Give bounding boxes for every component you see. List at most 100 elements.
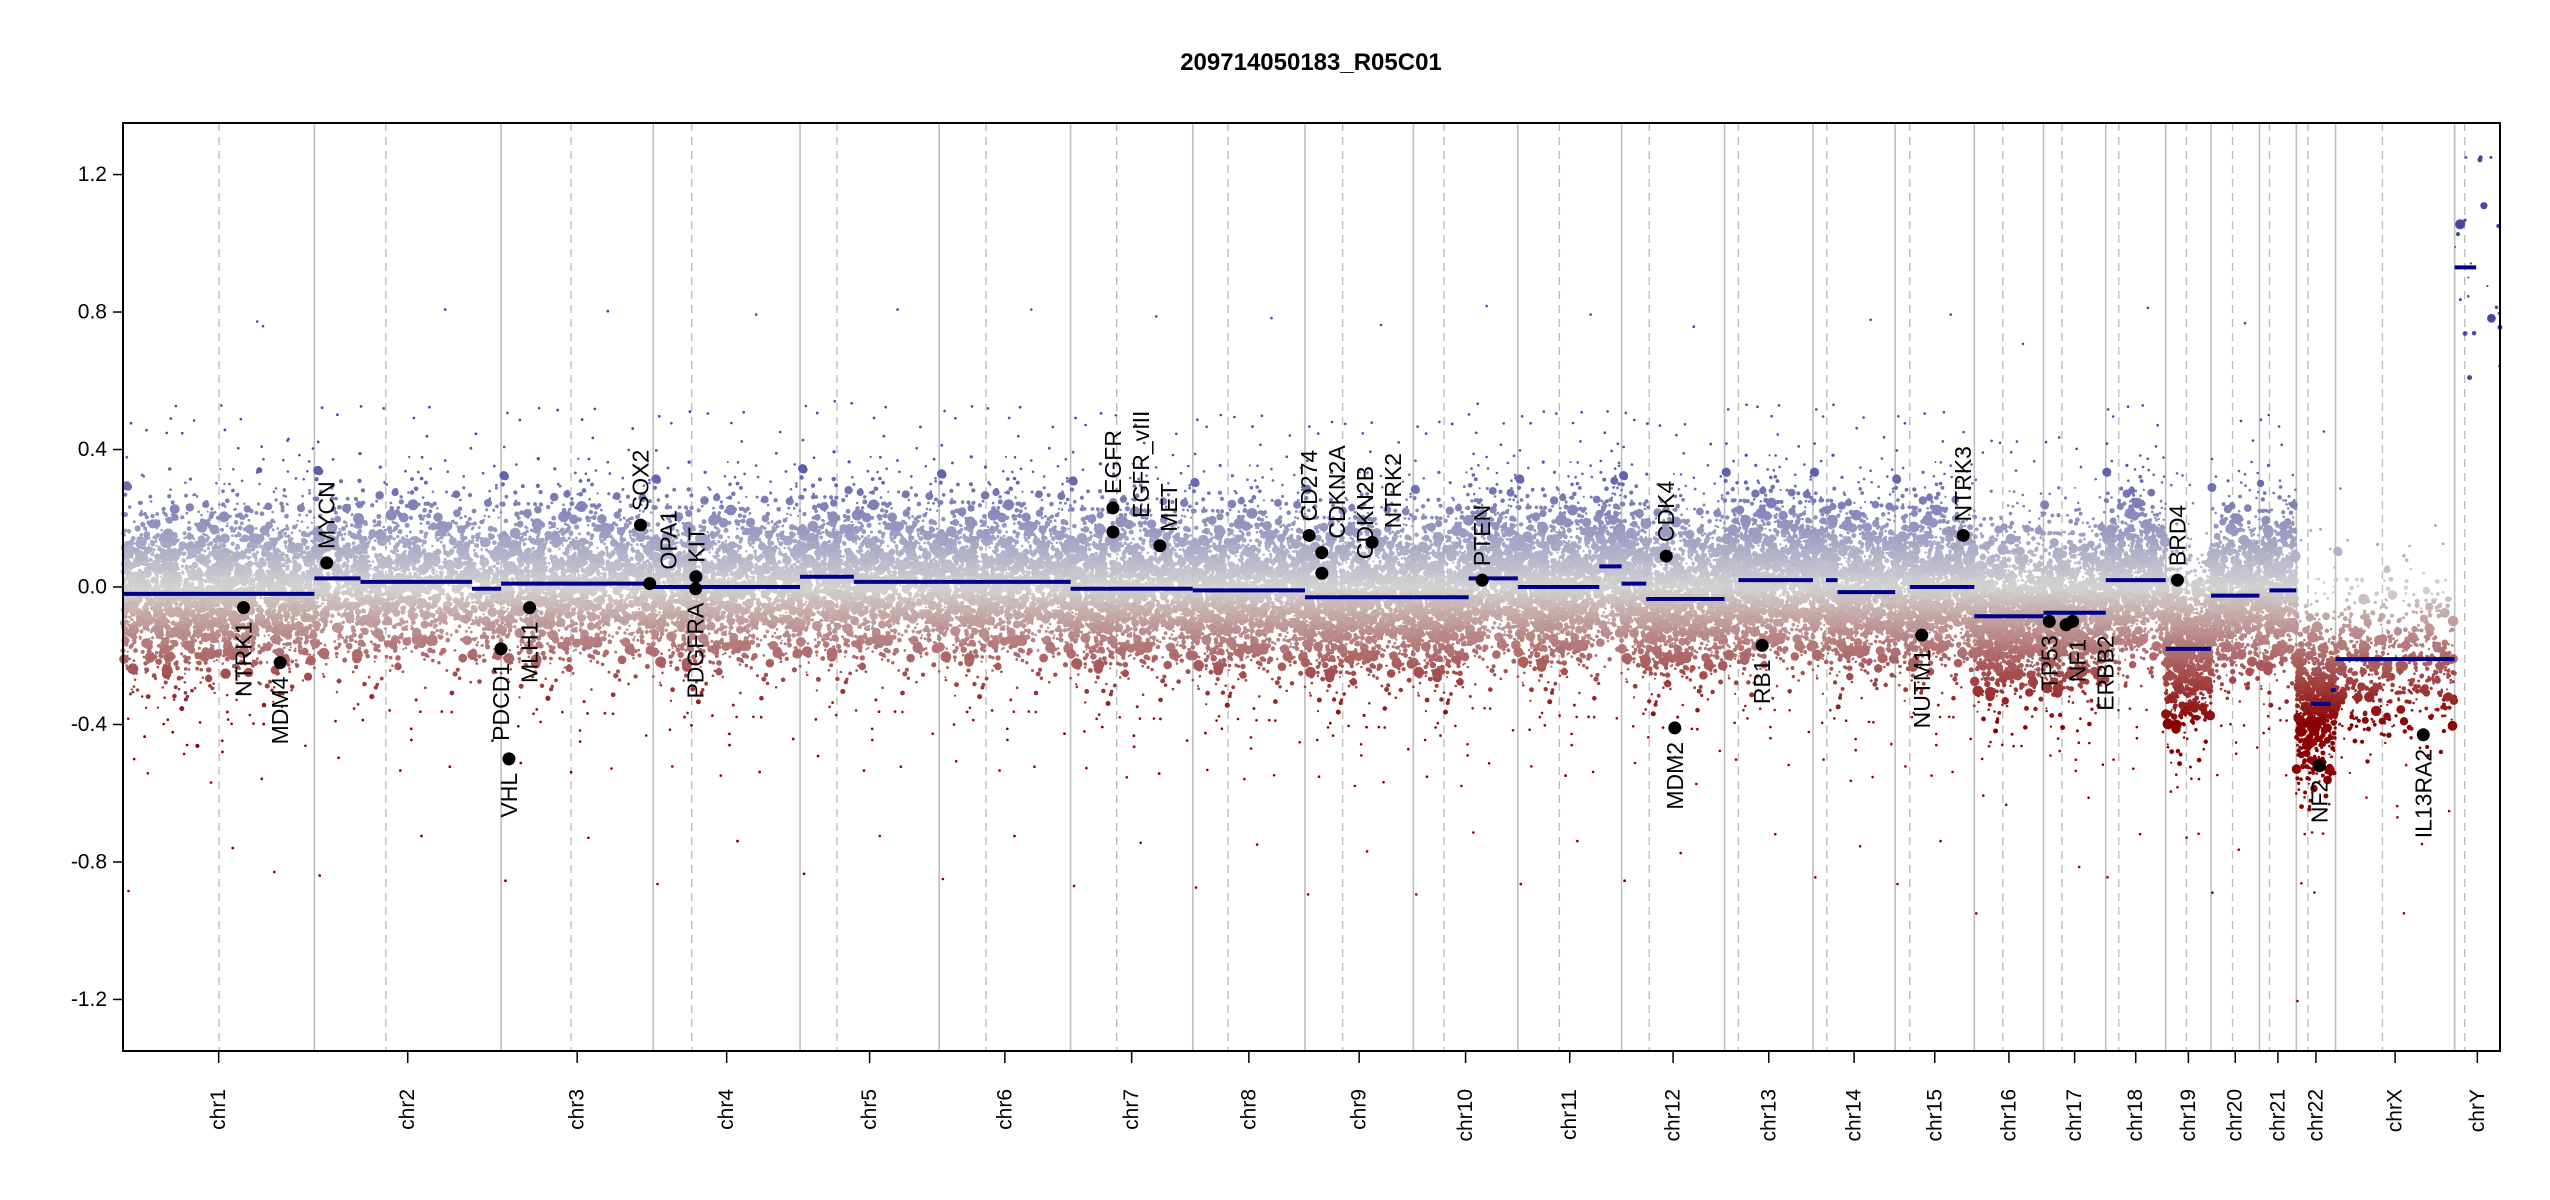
probe-bin-point xyxy=(202,617,207,622)
probe-bin-point xyxy=(255,559,258,562)
probe-bin-point xyxy=(162,723,165,726)
probe-bin-point xyxy=(154,540,157,543)
probe-bin-point xyxy=(198,538,203,543)
probe-bin-point xyxy=(127,718,130,721)
probe-bin-point xyxy=(213,692,215,694)
probe-bin-point xyxy=(165,581,168,584)
probe-bin-point xyxy=(272,604,277,609)
probe-bin-point xyxy=(252,553,255,556)
probe-bin-point xyxy=(272,528,275,531)
probe-bin-point xyxy=(282,459,285,462)
probe-bin-point xyxy=(301,531,307,537)
probe-bin-point xyxy=(174,685,178,689)
probe-bin-point xyxy=(203,637,207,641)
probe-bin-point xyxy=(158,653,162,657)
probe-bin-point xyxy=(161,686,164,689)
probe-bin-point xyxy=(256,588,260,592)
probe-bin-point xyxy=(267,534,270,537)
probe-bin-point xyxy=(140,533,144,537)
probe-bin-point xyxy=(214,574,221,581)
probe-bin-point xyxy=(215,572,218,575)
probe-bin-point xyxy=(259,609,264,614)
probe-bin-point xyxy=(293,640,298,645)
probe-bin-point xyxy=(123,585,130,592)
probe-bin-point xyxy=(153,548,156,551)
probe-bin-point xyxy=(217,547,220,550)
probe-bin-point xyxy=(188,668,191,671)
probe-bin-point xyxy=(286,596,295,605)
probe-bin-point xyxy=(187,656,191,660)
probe-bin-point xyxy=(150,553,154,557)
probe-bin-point xyxy=(206,667,211,672)
probe-bin-point xyxy=(203,549,206,552)
probe-bin-point xyxy=(178,688,181,691)
probe-bin-point xyxy=(308,489,311,492)
probe-bin-point xyxy=(258,660,262,664)
probe-bin-point xyxy=(260,445,263,448)
probe-bin-point xyxy=(169,488,172,491)
probe-bin-point xyxy=(197,661,202,666)
probe-bin-point xyxy=(149,549,152,552)
probe-bin-point xyxy=(295,632,299,636)
probe-bin-point xyxy=(265,609,272,616)
probe-bin-point xyxy=(207,518,210,521)
probe-bin-point xyxy=(174,661,179,666)
probe-bin-point xyxy=(298,645,303,650)
probe-bin-point xyxy=(124,642,129,647)
probe-bin-point xyxy=(138,574,140,576)
probe-bin-point xyxy=(150,500,153,503)
probe-bin-point xyxy=(263,507,266,510)
probe-bin-point xyxy=(220,528,224,532)
probe-bin-point xyxy=(203,574,206,577)
probe-bin-point xyxy=(255,511,259,515)
probe-bin-point xyxy=(136,622,140,626)
probe-bin-point xyxy=(286,575,291,580)
probe-bin-point xyxy=(142,540,147,545)
probe-bin-point xyxy=(271,612,276,617)
probe-bin-point xyxy=(282,643,285,646)
probe-bin-point xyxy=(237,533,241,537)
probe-bin-point xyxy=(298,568,300,570)
probe-bin-point xyxy=(285,495,288,498)
probe-bin-point xyxy=(227,610,234,617)
probe-bin-point xyxy=(257,650,262,655)
probe-bin-point xyxy=(261,561,266,566)
probe-bin-point xyxy=(183,630,191,638)
probe-bin-point xyxy=(176,551,178,553)
probe-bin-point xyxy=(145,671,147,673)
probe-bin-point xyxy=(277,559,280,562)
probe-bin-point xyxy=(294,649,297,652)
probe-bin-point xyxy=(219,649,222,652)
probe-bin-point xyxy=(174,534,178,538)
probe-bin-point xyxy=(158,630,162,634)
probe-bin-point xyxy=(255,527,258,530)
probe-bin-point xyxy=(193,419,196,422)
probe-bin-point xyxy=(172,556,177,561)
probe-bin-point xyxy=(143,526,147,530)
probe-bin-point xyxy=(220,404,223,407)
probe-bin-point xyxy=(215,608,220,613)
probe-bin-point xyxy=(287,438,290,441)
probe-bin-point xyxy=(267,620,270,623)
probe-bin-point xyxy=(155,512,159,516)
probe-bin-point xyxy=(169,645,173,649)
probe-bin-point xyxy=(162,557,165,560)
probe-bin-point xyxy=(150,644,153,647)
probe-bin-point xyxy=(232,468,235,471)
probe-bin-point xyxy=(216,659,218,661)
probe-bin-point xyxy=(216,535,221,540)
probe-bin-point xyxy=(276,573,279,576)
probe-bin-point xyxy=(130,562,137,569)
probe-bin-point xyxy=(173,698,176,701)
probe-bin-point xyxy=(185,536,188,539)
probe-bin-point xyxy=(135,525,141,531)
probe-bin-point xyxy=(159,595,165,601)
probe-bin-point xyxy=(273,546,276,549)
probe-bin-point xyxy=(149,566,152,569)
probe-bin-point xyxy=(168,564,171,567)
probe-bin-point xyxy=(246,556,250,560)
probe-bin-point xyxy=(252,574,255,577)
probe-bin-point xyxy=(161,507,165,511)
probe-bin-point xyxy=(287,534,291,538)
probe-bin-point xyxy=(288,544,291,547)
